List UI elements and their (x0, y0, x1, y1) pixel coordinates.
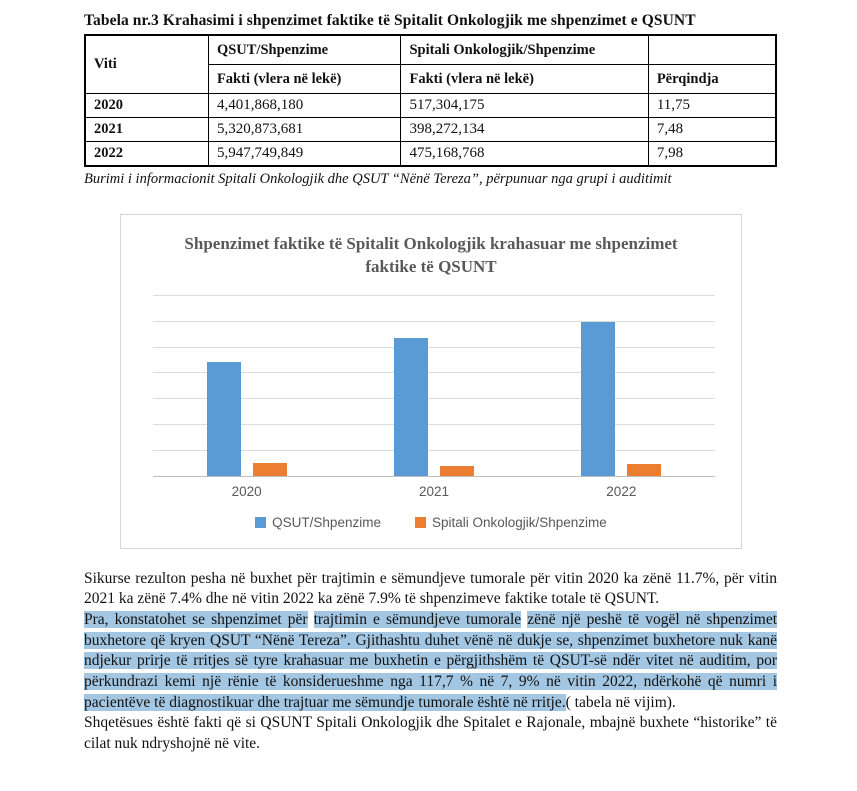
onko-value-cell: 398,272,134 (400, 117, 649, 142)
legend-swatch-blue-icon (255, 516, 267, 528)
legend-swatch-orange-icon (414, 516, 426, 528)
comparison-table: Viti QSUT/Shpenzime Spitali Onkologjik/S… (84, 34, 777, 167)
source-note: Burimi i informacionit Spitali Onkologji… (84, 171, 672, 187)
header-cell-empty (647, 34, 777, 65)
bar-qsut-2020 (206, 362, 241, 476)
legend-item-onko: Spitali Onkologjik/Shpenzime (414, 514, 607, 530)
chart-legend: QSUT/Shpenzime Spitali Onkologjik/Shpenz… (141, 515, 721, 530)
header-cell-onko-group: Spitali Onkologjik/Shpenzime (400, 34, 649, 65)
x-axis-label: 2021 (418, 483, 450, 499)
table-row: 2021 5,320,873,681 398,272,134 7,48 (84, 117, 777, 142)
qsut-value-cell: 4,401,868,180 (207, 93, 402, 118)
onko-value-cell: 517,304,175 (400, 93, 649, 118)
x-axis-label: 2022 (606, 483, 637, 499)
highlighted-text-segment: trajtimin e sëmundjeve tumorale (313, 611, 522, 629)
subheader-cell-fakti-qsut: Fakti (vlera në lekë) (207, 64, 402, 94)
pct-value-cell: 7,48 (647, 117, 777, 142)
paragraph-highlighted-finding: Pra, konstatohet se shpenzimet për trajt… (84, 610, 777, 713)
qsut-value-cell: 5,320,873,681 (207, 117, 402, 142)
table-header-row-groups: Viti QSUT/Shpenzime Spitali Onkologjik/S… (84, 34, 777, 94)
year-cell: 2021 (84, 117, 209, 142)
table-row: 2020 4,401,868,180 517,304,175 11,75 (84, 93, 777, 118)
bar-group-2022 (528, 295, 715, 476)
x-axis-label: 2020 (231, 483, 262, 499)
chart-plot-area (153, 294, 715, 477)
year-cell: 2022 (84, 141, 209, 167)
table-row: 2022 5,947,749,849 475,168,768 7,98 (84, 141, 777, 167)
bar-onko-2020 (252, 462, 287, 476)
paragraph-concern: Shqetësues është fakti që si QSUNT Spita… (84, 714, 777, 752)
legend-label: Spitali Onkologjik/Shpenzime (431, 514, 607, 530)
bar-onko-2021 (439, 465, 474, 476)
paragraph-summary: Sikurse rezulton pesha në buxhet për tra… (84, 569, 777, 608)
onko-value-cell: 475,168,768 (400, 141, 649, 167)
table-header-row-sub: Fakti (vlera në lekë) Fakti (vlera në le… (85, 64, 777, 94)
bar-group-2021 (340, 295, 527, 476)
year-cell: 2020 (84, 93, 209, 118)
pct-value-cell: 7,98 (647, 141, 777, 167)
qsut-value-cell: 5,947,749,849 (207, 141, 402, 167)
highlighted-text-segment: Pra, konstatohet se shpenzimet për (84, 611, 308, 629)
legend-item-qsut: QSUT/Shpenzime (255, 515, 381, 530)
table-caption: Tabela nr.3 Krahasimi i shpenzimet fakti… (84, 12, 696, 29)
bar-group-2020 (153, 295, 340, 476)
bar-onko-2022 (627, 463, 662, 476)
legend-label: QSUT/Shpenzime (272, 514, 381, 530)
bar-qsut-2021 (393, 338, 428, 476)
chart-x-axis-labels: 2020 2021 2022 (153, 477, 715, 499)
chart-title: Shpenzimet faktike të Spitalit Onkologji… (184, 234, 678, 276)
plain-text-segment: ( tabela në vijim). (565, 693, 676, 711)
bar-qsut-2022 (581, 322, 616, 476)
pct-value-cell: 11,75 (647, 93, 777, 118)
bar-chart: Shpenzimet faktike të Spitalit Onkologji… (120, 214, 742, 549)
header-cell-qsut-group: QSUT/Shpenzime (207, 34, 402, 65)
subheader-cell-fakti-onko: Fakti (vlera në lekë) (400, 64, 649, 94)
subheader-cell-perqindja: Përqindja (647, 64, 777, 94)
header-cell-viti: Viti (84, 34, 209, 94)
